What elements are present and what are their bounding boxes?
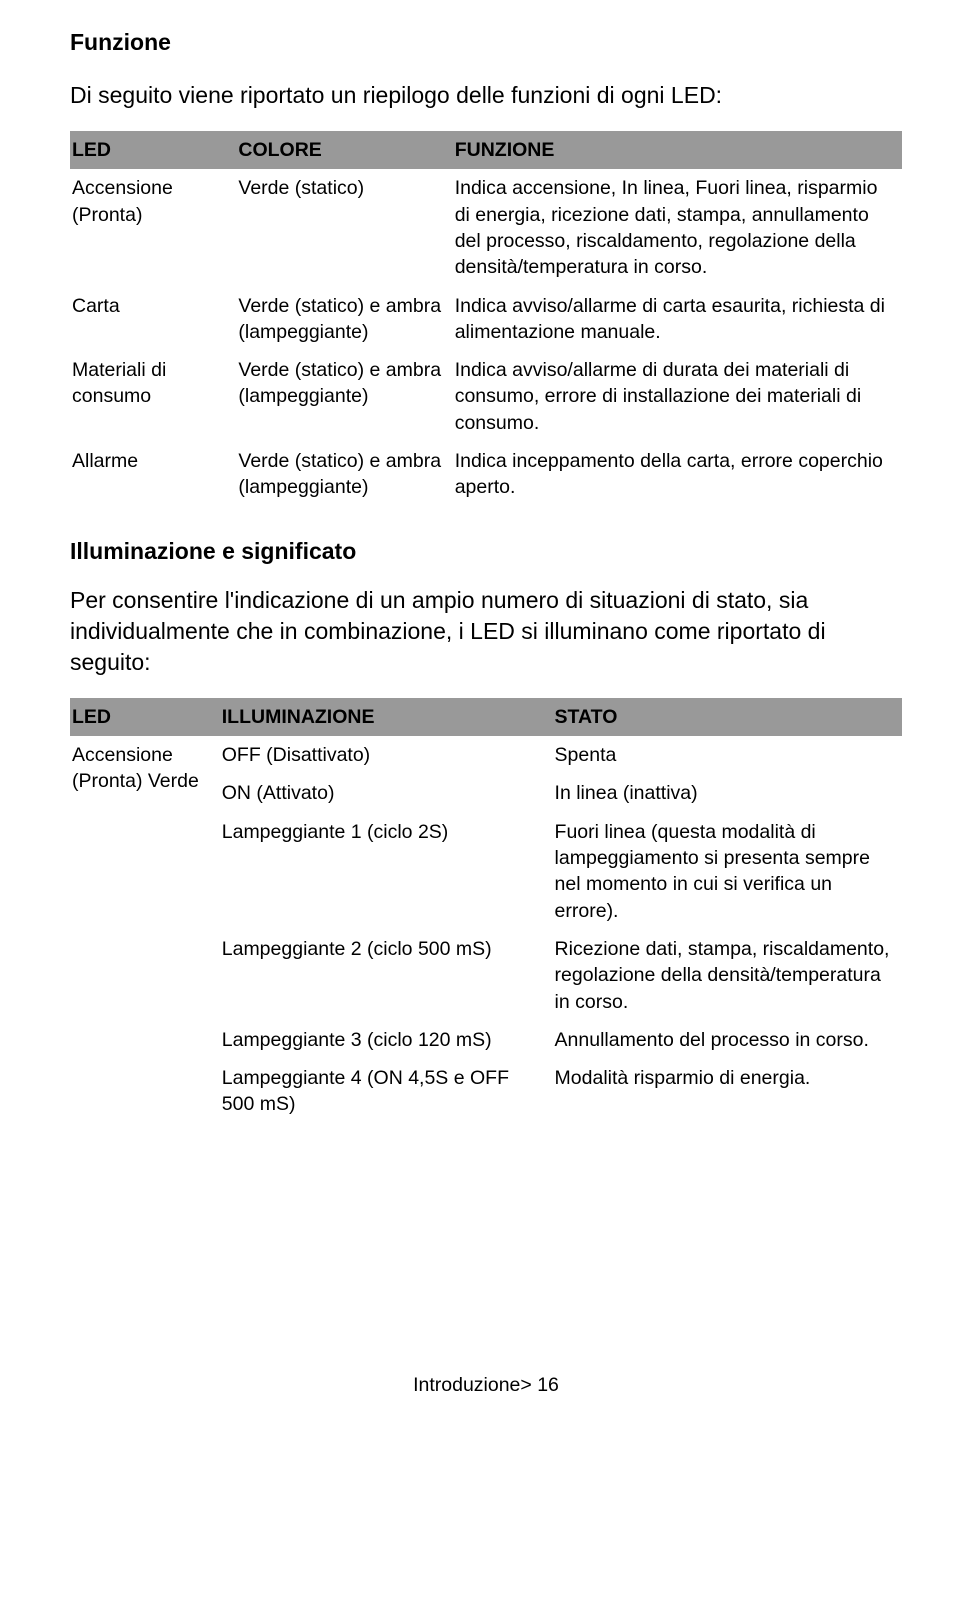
cell-colore: Verde (statico) e ambra (lampeggiante) [236, 351, 452, 442]
table-header-illuminazione: ILLUMINAZIONE [220, 698, 553, 736]
section-illuminazione-title: Illuminazione e significato [70, 537, 902, 567]
cell-stato: In linea (inattiva) [553, 774, 902, 812]
table-header-stato: STATO [553, 698, 902, 736]
page-container: Funzione Di seguito viene riportato un r… [0, 0, 960, 1425]
cell-led: Allarme [70, 442, 236, 507]
section-illuminazione-intro: Per consentire l'indicazione di un ampio… [70, 585, 902, 678]
cell-funzione: Indica accensione, In linea, Fuori linea… [453, 169, 902, 286]
cell-illuminazione: ON (Attivato) [220, 774, 553, 812]
cell-stato: Modalità risparmio di energia. [553, 1059, 902, 1124]
cell-illuminazione: Lampeggiante 1 (ciclo 2S) [220, 813, 553, 930]
table-header-funzione: FUNZIONE [453, 131, 902, 169]
table-row: Materiali di consumo Verde (statico) e a… [70, 351, 902, 442]
cell-led: Accensione (Pronta) [70, 169, 236, 286]
table-header-colore: COLORE [236, 131, 452, 169]
table-row: Allarme Verde (statico) e ambra (lampegg… [70, 442, 902, 507]
cell-colore: Verde (statico) [236, 169, 452, 286]
cell-led: Materiali di consumo [70, 351, 236, 442]
table-header-row: LED ILLUMINAZIONE STATO [70, 698, 902, 736]
table-row: Accensione (Pronta) Verde OFF (Disattiva… [70, 736, 902, 774]
cell-colore: Verde (statico) e ambra (lampeggiante) [236, 287, 452, 352]
cell-illuminazione: OFF (Disattivato) [220, 736, 553, 774]
cell-funzione: Indica inceppamento della carta, errore … [453, 442, 902, 507]
cell-stato: Ricezione dati, stampa, riscaldamento, r… [553, 930, 902, 1021]
cell-stato: Spenta [553, 736, 902, 774]
table-header-led: LED [70, 698, 220, 736]
cell-funzione: Indica avviso/allarme di durata dei mate… [453, 351, 902, 442]
cell-illuminazione: Lampeggiante 2 (ciclo 500 mS) [220, 930, 553, 1021]
table-header-led: LED [70, 131, 236, 169]
section-funzione-intro: Di seguito viene riportato un riepilogo … [70, 80, 902, 111]
cell-illuminazione: Lampeggiante 4 (ON 4,5S e OFF 500 mS) [220, 1059, 553, 1124]
cell-led: Carta [70, 287, 236, 352]
cell-illuminazione: Lampeggiante 3 (ciclo 120 mS) [220, 1021, 553, 1059]
table-header-row: LED COLORE FUNZIONE [70, 131, 902, 169]
table-funzione: LED COLORE FUNZIONE Accensione (Pronta) … [70, 131, 902, 507]
cell-stato: Annullamento del processo in corso. [553, 1021, 902, 1059]
cell-led-group: Accensione (Pronta) Verde [70, 736, 220, 1124]
cell-funzione: Indica avviso/allarme di carta esaurita,… [453, 287, 902, 352]
section-funzione-title: Funzione [70, 28, 902, 58]
table-row: Carta Verde (statico) e ambra (lampeggia… [70, 287, 902, 352]
cell-stato: Fuori linea (questa modalità di lampeggi… [553, 813, 902, 930]
cell-colore: Verde (statico) e ambra (lampeggiante) [236, 442, 452, 507]
page-footer: Introduzione> 16 [70, 1374, 902, 1397]
table-illuminazione: LED ILLUMINAZIONE STATO Accensione (Pron… [70, 698, 902, 1124]
table-row: Accensione (Pronta) Verde (statico) Indi… [70, 169, 902, 286]
